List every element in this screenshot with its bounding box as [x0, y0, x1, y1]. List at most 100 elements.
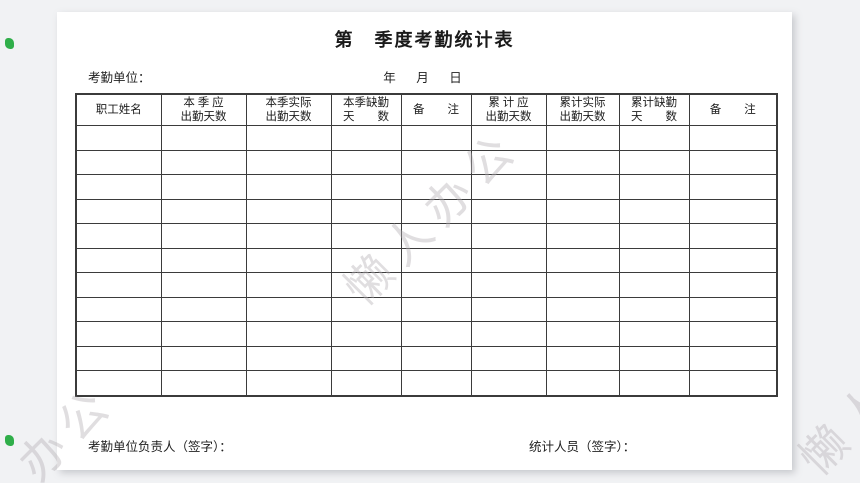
empty-cell — [330, 174, 402, 200]
empty-cell — [618, 370, 690, 396]
empty-cell — [75, 272, 162, 298]
empty-cell — [545, 272, 620, 298]
empty-cell — [160, 345, 247, 371]
date-label: 年 月 日 — [383, 71, 466, 85]
empty-cell — [330, 321, 402, 347]
column-header-quarter-actual-days: 本季实际 出勤天数 — [245, 93, 332, 126]
empty-cell — [688, 345, 778, 371]
empty-cell — [618, 296, 690, 322]
column-header-remarks-2: 备 注 — [688, 93, 778, 126]
empty-cell — [75, 198, 162, 224]
empty-cell — [160, 272, 247, 298]
empty-cell — [545, 149, 620, 175]
empty-cell — [545, 247, 620, 273]
empty-cell — [470, 370, 547, 396]
empty-cell — [400, 174, 472, 200]
column-header-cumulative-absent-days: 累计缺勤 天 数 — [618, 93, 690, 126]
table-header: 职工姓名 本 季 应 出勤天数 本季实际 出勤天数 本季缺勤 天 数 备 注 累… — [75, 93, 778, 126]
empty-cell — [330, 149, 402, 175]
table-row — [75, 272, 778, 298]
empty-cell — [330, 247, 402, 273]
empty-cell — [688, 174, 778, 200]
empty-cell — [160, 247, 247, 273]
statistician-signature-label: 统计人员（签字）： — [529, 440, 636, 454]
empty-cell — [245, 345, 332, 371]
empty-cell — [400, 125, 472, 151]
empty-cell — [618, 223, 690, 249]
table-row — [75, 247, 778, 273]
empty-cell — [400, 198, 472, 224]
empty-cell — [400, 247, 472, 273]
empty-cell — [245, 370, 332, 396]
empty-cell — [75, 174, 162, 200]
empty-cell — [75, 296, 162, 322]
header-row: 职工姓名 本 季 应 出勤天数 本季实际 出勤天数 本季缺勤 天 数 备 注 累… — [75, 93, 778, 126]
empty-cell — [688, 125, 778, 151]
empty-cell — [618, 174, 690, 200]
empty-cell — [470, 272, 547, 298]
empty-cell — [470, 223, 547, 249]
empty-cell — [470, 321, 547, 347]
empty-cell — [545, 321, 620, 347]
empty-cell — [470, 296, 547, 322]
empty-cell — [618, 345, 690, 371]
empty-cell — [330, 198, 402, 224]
empty-cell — [545, 174, 620, 200]
column-header-cumulative-due-days: 累 计 应 出勤天数 — [470, 93, 547, 126]
empty-cell — [245, 149, 332, 175]
empty-cell — [330, 272, 402, 298]
empty-cell — [75, 125, 162, 151]
empty-cell — [160, 198, 247, 224]
empty-cell — [160, 149, 247, 175]
empty-cell — [75, 247, 162, 273]
empty-cell — [330, 223, 402, 249]
empty-cell — [400, 223, 472, 249]
empty-cell — [688, 321, 778, 347]
column-header-quarter-absent-days: 本季缺勤 天 数 — [330, 93, 402, 126]
empty-cell — [330, 370, 402, 396]
empty-cell — [245, 321, 332, 347]
empty-cell — [330, 296, 402, 322]
table-body — [75, 125, 778, 396]
empty-cell — [400, 370, 472, 396]
empty-cell — [245, 272, 332, 298]
empty-cell — [688, 272, 778, 298]
empty-cell — [160, 223, 247, 249]
empty-cell — [470, 247, 547, 273]
empty-cell — [245, 296, 332, 322]
empty-cell — [330, 345, 402, 371]
empty-cell — [75, 321, 162, 347]
empty-cell — [160, 174, 247, 200]
empty-cell — [545, 125, 620, 151]
attendance-table: 职工姓名 本 季 应 出勤天数 本季实际 出勤天数 本季缺勤 天 数 备 注 累… — [75, 93, 778, 397]
empty-cell — [400, 296, 472, 322]
empty-cell — [75, 223, 162, 249]
empty-cell — [618, 149, 690, 175]
empty-cell — [245, 223, 332, 249]
empty-cell — [160, 370, 247, 396]
empty-cell — [688, 370, 778, 396]
table-row — [75, 198, 778, 224]
column-header-remarks-1: 备 注 — [400, 93, 472, 126]
empty-cell — [688, 198, 778, 224]
green-leaf-icon — [5, 38, 14, 49]
empty-cell — [545, 223, 620, 249]
empty-cell — [545, 370, 620, 396]
empty-cell — [470, 174, 547, 200]
page-title: 第 季度考勤统计表 — [334, 30, 515, 50]
empty-cell — [75, 345, 162, 371]
table-row — [75, 174, 778, 200]
empty-cell — [545, 345, 620, 371]
empty-cell — [160, 125, 247, 151]
empty-cell — [618, 247, 690, 273]
empty-cell — [470, 125, 547, 151]
empty-cell — [400, 149, 472, 175]
empty-cell — [400, 321, 472, 347]
table-row — [75, 296, 778, 322]
empty-cell — [75, 370, 162, 396]
green-leaf-icon — [5, 435, 14, 446]
empty-cell — [688, 296, 778, 322]
empty-cell — [618, 272, 690, 298]
empty-cell — [470, 198, 547, 224]
column-header-cumulative-actual-days: 累计实际 出勤天数 — [545, 93, 620, 126]
